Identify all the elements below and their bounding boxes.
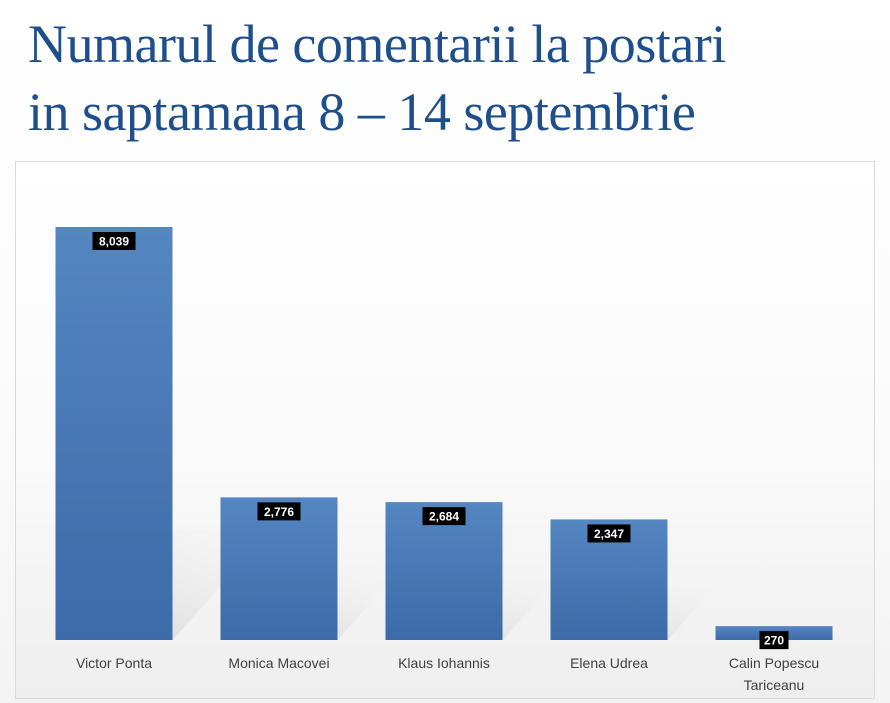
category-label-elena-udrea: Elena Udrea xyxy=(570,655,648,671)
data-label-value: 270 xyxy=(764,634,784,648)
bar-monica-macovei xyxy=(220,497,338,640)
category-label-victor-ponta: Victor Ponta xyxy=(76,655,152,671)
category-label-calin-popescu-tariceanu-line-1: Calin Popescu xyxy=(729,655,819,671)
chart-title-line-1: Numarul de comentarii la postari xyxy=(28,14,726,74)
data-label-value: 2,684 xyxy=(429,510,459,524)
bar-chart: 8,039 2,776 2,684 2,347 270 Victor Ponta Moni… xyxy=(55,227,839,693)
data-label-box xyxy=(92,232,136,250)
bar-victor-ponta xyxy=(55,227,173,640)
category-label-klaus-iohannis: Klaus Iohannis xyxy=(398,655,490,671)
data-label-calin-popescu-tariceanu: 270 xyxy=(759,631,789,650)
data-label-elena-udrea: 2,347 xyxy=(587,524,631,543)
data-label-monica-macovei: 2,776 xyxy=(257,502,301,521)
data-labels: 8,039 2,776 2,684 2,347 270 xyxy=(92,232,789,650)
category-labels: Victor Ponta Monica Macovei Klaus Iohannis… xyxy=(76,655,819,693)
chart-title-line-2: in saptamana 8 – 14 septembrie xyxy=(28,82,696,142)
data-label-box xyxy=(587,524,631,543)
data-label-victor-ponta: 8,039 xyxy=(92,232,136,250)
chart-title: Numarul de comentarii la postari in sapt… xyxy=(28,10,868,146)
data-label-box xyxy=(257,502,301,521)
data-label-value: 2,347 xyxy=(594,527,624,541)
data-label-box xyxy=(422,507,466,526)
data-label-klaus-iohannis: 2,684 xyxy=(422,507,466,526)
bars xyxy=(55,227,833,640)
chart-area: 8,039 2,776 2,684 2,347 270 Victor Ponta Moni… xyxy=(15,161,875,699)
data-label-box xyxy=(759,631,789,650)
data-label-value: 8,039 xyxy=(99,235,129,249)
data-label-value: 2,776 xyxy=(264,505,294,519)
category-label-calin-popescu-tariceanu-line-2: Tariceanu xyxy=(744,677,805,693)
category-label-monica-macovei: Monica Macovei xyxy=(228,655,329,671)
